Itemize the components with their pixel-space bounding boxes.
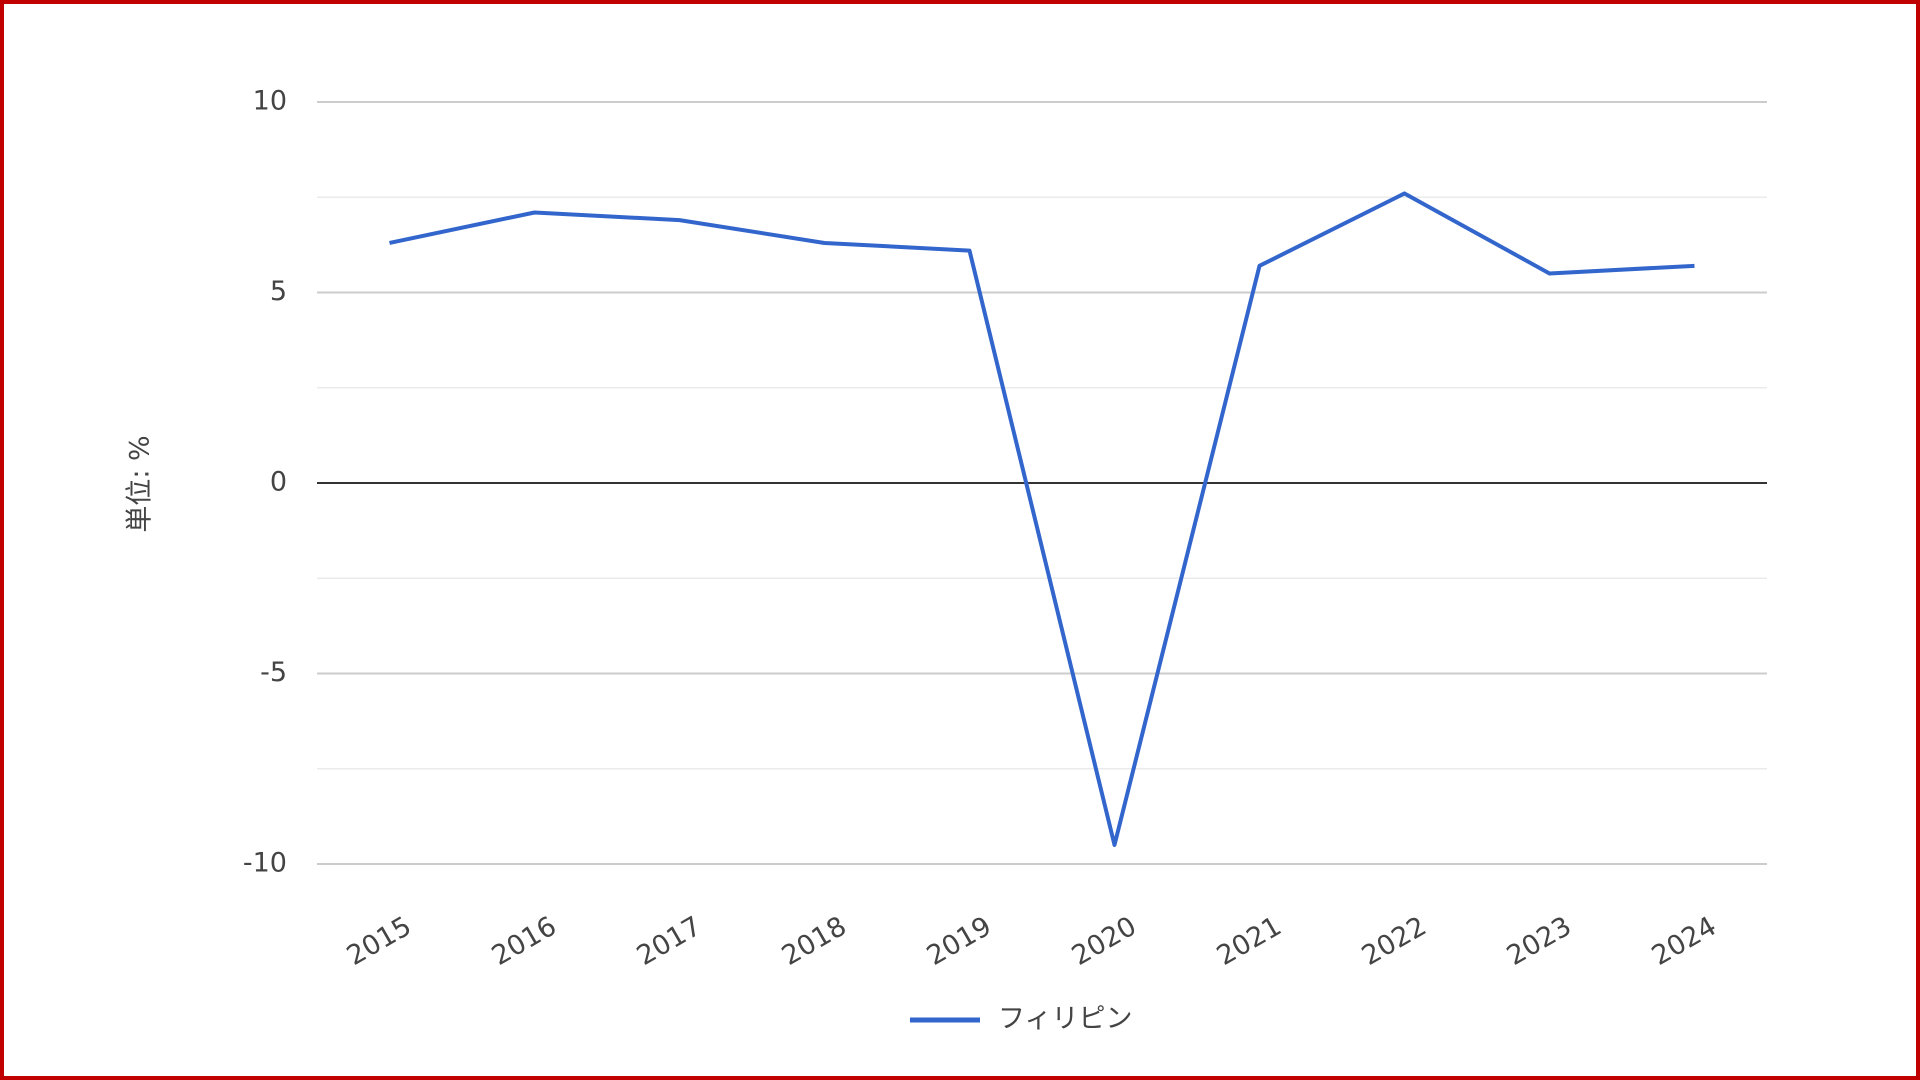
x-tick-label: 2018 [777,911,852,972]
legend-label: フィリピン [998,1004,1132,1035]
y-axis-label: 単位: % [125,435,156,532]
x-tick-label: 2015 [342,911,417,972]
x-tick-label: 2022 [1357,911,1432,972]
y-tick-label: -5 [260,657,287,688]
x-tick-label: 2019 [922,911,997,972]
x-tick-label: 2021 [1212,911,1287,972]
y-tick-label: 10 [253,86,287,117]
x-tick-label: 2024 [1647,911,1722,972]
data-line [389,191,1695,847]
x-tick-label: 2023 [1502,911,1577,972]
x-tick-label: 2016 [487,911,562,972]
y-tick-label: 5 [270,276,287,307]
y-tick-label: 0 [270,467,287,498]
x-tick-label: 2020 [1067,911,1142,972]
y-tick-label: -10 [243,848,287,879]
x-tick-label: 2017 [632,911,707,972]
